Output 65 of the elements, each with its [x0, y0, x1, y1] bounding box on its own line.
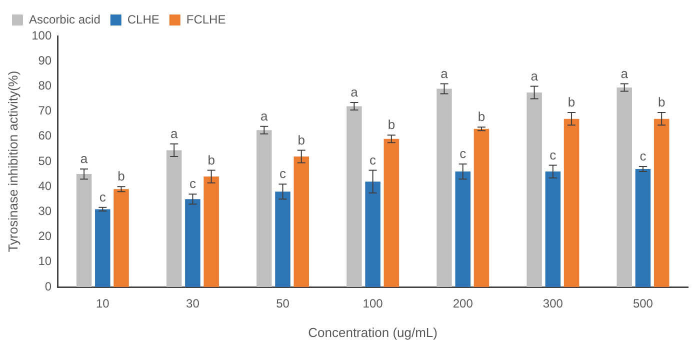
x-tick-label: 300 — [542, 296, 564, 311]
x-tick-label: 30 — [186, 296, 200, 311]
bar — [545, 172, 561, 287]
bar — [564, 118, 580, 287]
bar — [346, 106, 362, 287]
x-tick-label: 200 — [452, 296, 474, 311]
y-tick-label: 40 — [38, 178, 52, 193]
y-tick-label: 100 — [32, 28, 52, 42]
y-tick-label: 10 — [38, 254, 52, 268]
legend-label: FCLHE — [186, 12, 226, 26]
bar — [204, 176, 219, 287]
bar — [635, 169, 651, 287]
bar — [474, 128, 490, 287]
y-tick-label: 30 — [38, 204, 52, 218]
legend-label: CLHE — [127, 12, 160, 26]
bar — [275, 192, 290, 287]
data-label: b — [118, 168, 125, 184]
y-tick-label: 0 — [44, 279, 52, 294]
data-label: c — [640, 148, 647, 164]
y-tick-label: 20 — [38, 229, 52, 244]
bar — [616, 87, 632, 287]
data-label: b — [568, 94, 576, 110]
bar — [95, 209, 110, 287]
x-tick-label: 500 — [632, 296, 654, 311]
data-label: c — [550, 147, 557, 162]
bar — [455, 172, 470, 287]
bar — [114, 189, 129, 287]
bar — [185, 199, 200, 287]
data-label: a — [530, 68, 539, 84]
bar — [365, 182, 380, 287]
x-tick-label: 100 — [362, 296, 384, 311]
y-tick-label: 80 — [38, 78, 52, 93]
data-label: a — [260, 108, 269, 124]
y-axis-title: Tyrosinase inhibition activity(%) — [5, 70, 20, 252]
data-label: b — [208, 152, 215, 168]
bar — [166, 150, 182, 287]
y-tick-label: 70 — [38, 104, 52, 118]
bar — [256, 130, 272, 287]
data-label: c — [370, 152, 377, 168]
y-tick-label: 60 — [38, 128, 52, 143]
bar — [76, 174, 92, 287]
bar — [436, 88, 452, 287]
data-label: a — [440, 66, 449, 81]
y-tick-label: 50 — [38, 154, 52, 168]
data-label: c — [280, 166, 287, 182]
x-tick-label: 10 — [96, 296, 110, 311]
bar — [384, 138, 400, 287]
data-label: c — [460, 146, 467, 162]
data-label: a — [80, 151, 88, 166]
x-tick-label: 50 — [276, 296, 290, 311]
x-axis-title: Concentration (ug/mL) — [308, 324, 438, 340]
legend-label: Ascorbic acid — [29, 12, 100, 26]
data-label: c — [99, 190, 106, 205]
data-label: a — [350, 84, 359, 100]
data-label: b — [388, 117, 396, 132]
data-label: b — [658, 94, 666, 110]
y-tick-label: 90 — [38, 53, 52, 68]
data-label: b — [478, 109, 486, 124]
bar — [654, 118, 670, 287]
data-label: c — [189, 176, 196, 192]
data-label: b — [298, 132, 305, 148]
bar — [526, 92, 542, 287]
bar — [294, 156, 309, 287]
data-label: a — [170, 126, 178, 142]
data-label: a — [620, 66, 629, 81]
